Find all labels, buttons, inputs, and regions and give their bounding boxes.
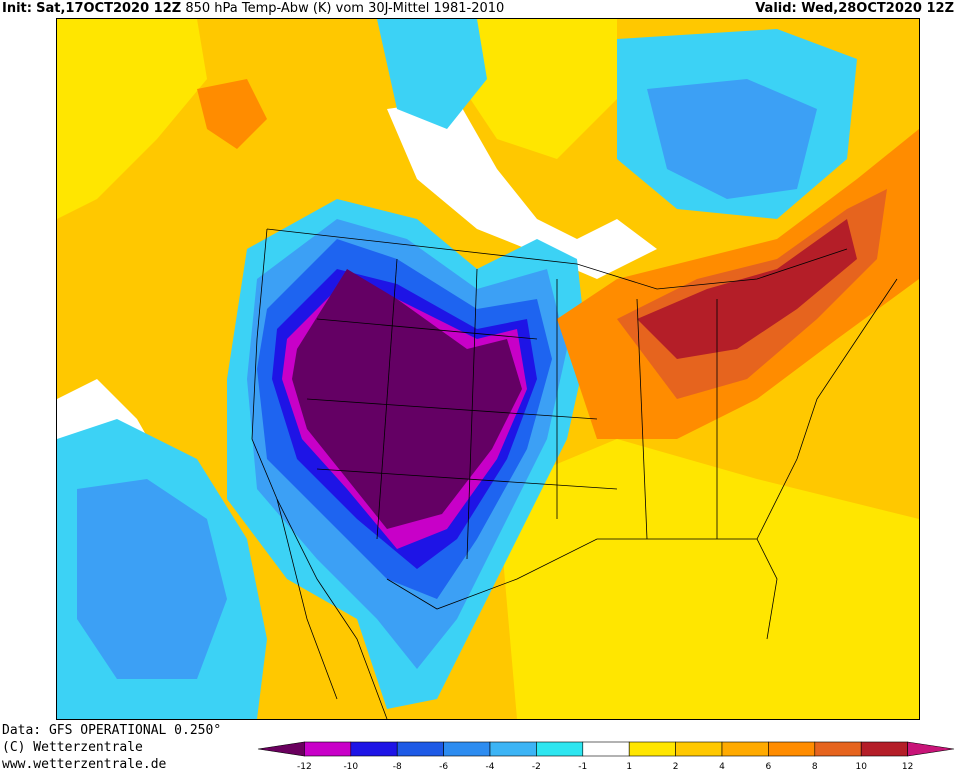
legend-swatch [814, 741, 862, 757]
legend-swatch [675, 741, 723, 757]
init-info: Init: Sat,17OCT2020 12Z 850 hPa Temp-Abw… [2, 0, 504, 18]
legend-tick-label: 1 [626, 762, 632, 772]
neutral-band-north [387, 99, 657, 279]
yellow-region-southeast [497, 439, 919, 719]
legend-tick-label: 2 [673, 762, 679, 772]
legend-swatch [907, 741, 955, 757]
state-line-5 [466, 268, 478, 560]
state-line-3 [316, 468, 618, 490]
legend-swatch [350, 741, 398, 757]
legend-swatch [721, 741, 769, 757]
legend-swatch [768, 741, 816, 757]
legend-tick-label: 8 [812, 762, 818, 772]
legend-swatch [396, 741, 444, 757]
legend-swatch [489, 741, 537, 757]
color-legend: -12 -10 -8 -6 -4 -2 -1 1 2 4 6 8 10 12 [254, 738, 958, 776]
cold-arctic [377, 19, 487, 129]
east-coastline [756, 278, 898, 540]
boundary-lines [251, 228, 898, 719]
warm-alaska [197, 79, 267, 149]
valid-info: Valid: Wed,28OCT2020 12Z [755, 0, 954, 18]
warm-east-red [637, 219, 857, 359]
legend-tick-label: -12 [297, 762, 312, 772]
cold-pacific-inner [77, 479, 227, 679]
state-line-1 [316, 318, 538, 340]
state-line-2 [306, 398, 598, 420]
chart-title: 850 hPa Temp-Abw (K) vom 30J-Mittel 1981… [185, 1, 505, 16]
legend-swatch [582, 741, 630, 757]
us-canada-border [266, 228, 848, 290]
legend-tick-label: -6 [439, 762, 448, 772]
credit-website: www.wetterzentrale.de [2, 757, 167, 772]
legend-swatch [443, 741, 491, 757]
data-credits: Data: GFS OPERATIONAL 0.250° (C) Wetterz… [2, 722, 221, 773]
legend-tick-label: -8 [393, 762, 402, 772]
legend-svg: -12 -10 -8 -6 -4 -2 -1 1 2 4 6 8 10 12 [257, 741, 955, 772]
anomaly-map [56, 18, 920, 720]
legend-tick-label: -2 [532, 762, 541, 772]
valid-label: Valid: [755, 1, 797, 16]
chart-header: Init: Sat,17OCT2020 12Z 850 hPa Temp-Abw… [0, 0, 960, 18]
anomaly-map-svg [57, 19, 919, 719]
yellow-region-north [57, 19, 207, 219]
cold-hudson-inner [647, 79, 817, 199]
legend-tick-label: 6 [766, 762, 772, 772]
legend-tick-label: 4 [719, 762, 725, 772]
legend-swatch [257, 741, 305, 757]
legend-tick-label: 12 [902, 762, 913, 772]
cold-west-core [292, 269, 522, 529]
init-value: Sat,17OCT2020 12Z [36, 1, 182, 16]
credit-copyright: (C) Wetterzentrale [2, 740, 143, 755]
credit-data-source: Data: GFS OPERATIONAL 0.250° [2, 723, 222, 738]
baja-coastline [276, 498, 338, 700]
legend-tick-label: -10 [343, 762, 358, 772]
state-line-4 [376, 258, 398, 540]
init-label: Init: [2, 1, 32, 16]
legend-swatch [536, 741, 584, 757]
legend-tick-label: -1 [578, 762, 587, 772]
valid-value: Wed,28OCT2020 12Z [801, 1, 954, 16]
legend-tick-label: -4 [486, 762, 495, 772]
legend-swatch [304, 741, 352, 757]
legend-swatch [628, 741, 676, 757]
gulf-coastline [386, 538, 778, 640]
state-line-7 [636, 298, 648, 540]
legend-tick-label: 10 [855, 762, 867, 772]
legend-swatch [860, 741, 908, 757]
